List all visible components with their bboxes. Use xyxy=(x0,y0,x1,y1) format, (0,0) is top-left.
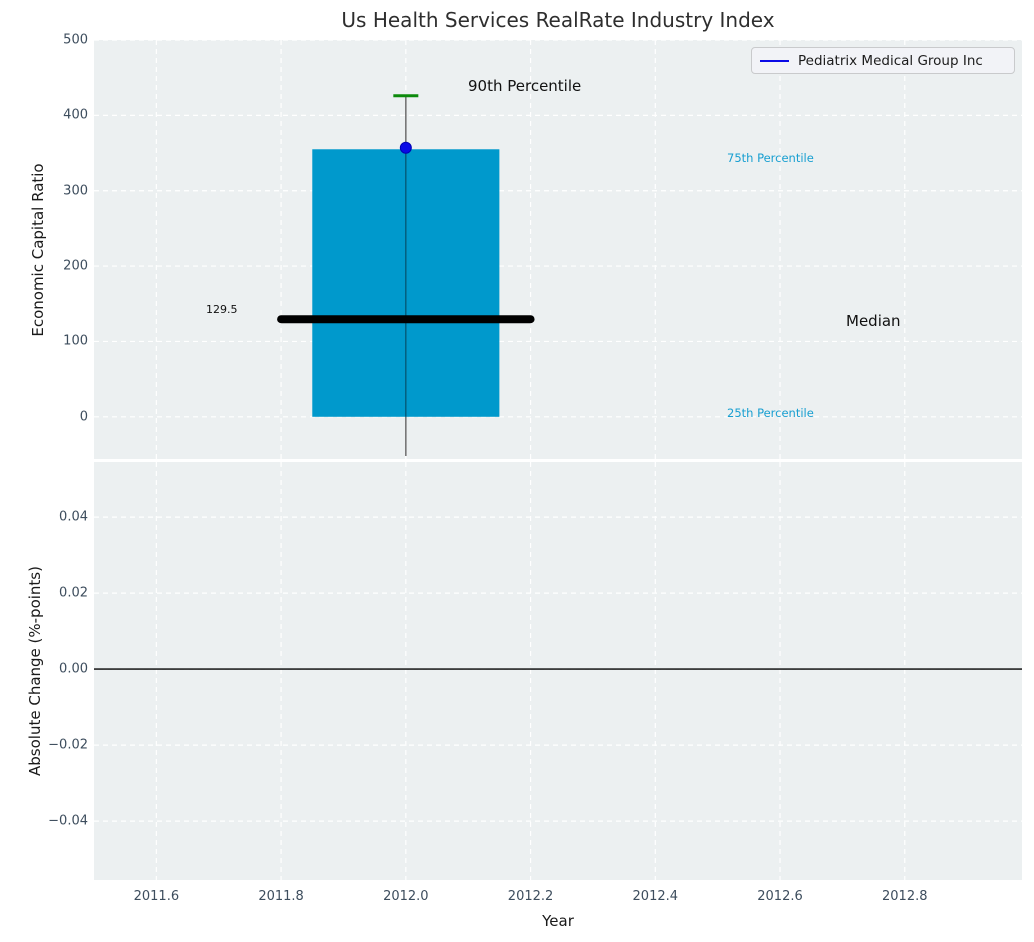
y-axis-label-bottom: Absolute Change (%-points) xyxy=(26,566,44,776)
top-axes xyxy=(94,40,1022,459)
x-tick-label: 2011.8 xyxy=(258,889,304,904)
x-tick-label: 2012.6 xyxy=(757,889,803,904)
y-tick-label-top: 0 xyxy=(79,409,88,425)
x-tick-label: 2012.0 xyxy=(383,889,429,904)
x-tick-label: 2012.2 xyxy=(507,889,554,904)
legend-line-sample xyxy=(760,59,789,62)
annotation-75th-percentile: 75th Percentile xyxy=(727,151,814,165)
x-tick-label: 2012.8 xyxy=(882,889,928,904)
y-tick-label-top: 500 xyxy=(63,32,88,48)
legend: Pediatrix Medical Group Inc xyxy=(751,47,1015,74)
y-tick-label-top: 400 xyxy=(63,107,88,123)
top-axes-canvas xyxy=(94,40,1022,459)
y-tick-label-top: 100 xyxy=(63,333,88,349)
annotation-median-value: 129.5 xyxy=(206,303,238,316)
company-point xyxy=(399,141,412,154)
y-tick-label-top: 200 xyxy=(63,258,88,274)
bottom-axes-canvas xyxy=(94,462,1022,880)
annotation-90th-percentile: 90th Percentile xyxy=(468,77,582,95)
y-tick-label-bottom: −0.02 xyxy=(48,737,88,753)
y-axis-label-top: Economic Capital Ratio xyxy=(29,163,47,337)
x-tick-label: 2012.4 xyxy=(632,889,679,904)
y-tick-label-top: 300 xyxy=(63,183,88,199)
annotation-25th-percentile: 25th Percentile xyxy=(727,406,814,420)
y-tick-label-bottom: 0.00 xyxy=(59,661,88,677)
y-tick-label-bottom: −0.04 xyxy=(48,813,88,829)
annotation-median: Median xyxy=(846,312,901,330)
x-tick-label: 2011.6 xyxy=(133,889,180,904)
legend-label: Pediatrix Medical Group Inc xyxy=(798,52,983,69)
chart-title: Us Health Services RealRate Industry Ind… xyxy=(341,8,775,32)
bottom-axes xyxy=(94,462,1022,880)
y-tick-label-bottom: 0.02 xyxy=(59,585,88,601)
y-tick-label-bottom: 0.04 xyxy=(59,509,88,525)
x-axis-label: Year xyxy=(542,912,574,930)
